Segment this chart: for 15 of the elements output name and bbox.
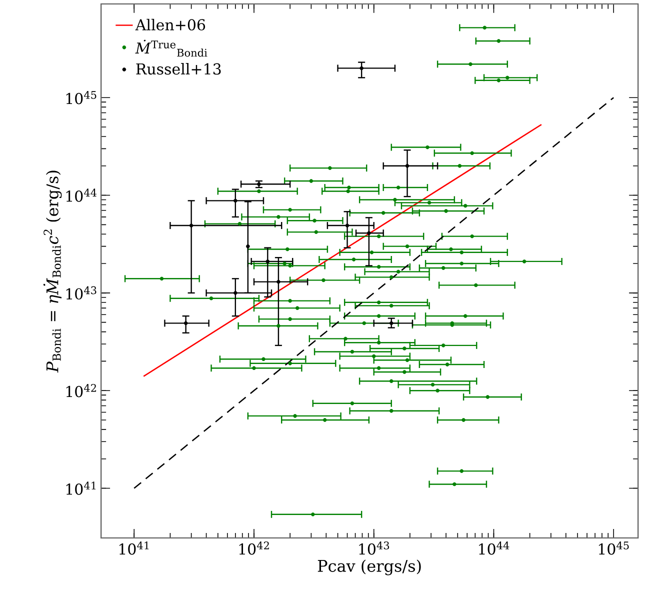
y-tick-label: 10$^{43}$ [66, 286, 96, 300]
legend-label: Russell+13 [136, 63, 221, 75]
x-tick-label: 10$^{44}$ [479, 541, 510, 555]
y-tick-label: 10$^{44}$ [66, 188, 96, 202]
y-tick-label: 10$^{42}$ [66, 384, 96, 398]
x-tick-label: 10$^{42}$ [239, 541, 269, 555]
x-tick-label: 10$^{45}$ [598, 541, 629, 555]
y-axis-title: P$_{Bondi}$ = ηṀ$_{Bondi}$c$^{2}$ (erg/s) [43, 170, 62, 373]
y-tick-label: 10$^{41}$ [66, 482, 96, 495]
x-axis-title: Pcav (ergs/s) [318, 560, 421, 576]
legend-label: Ṁ$^{True}$Bondi [135, 40, 208, 57]
x-tick-label: 10$^{43}$ [359, 541, 390, 555]
y-tick-label: 10$^{45}$ [66, 90, 96, 104]
x-tick-label: 10$^{41}$ [119, 541, 149, 555]
legend-label: Allen+06 [135, 18, 206, 30]
